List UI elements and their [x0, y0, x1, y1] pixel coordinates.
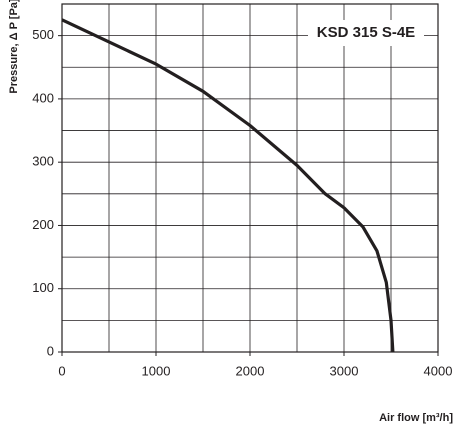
annotation-box — [308, 20, 424, 46]
y-tick-label: 500 — [32, 27, 54, 42]
x-tick-label: 2000 — [236, 363, 265, 378]
y-axis-label: Pressure, Δ P [Pa] — [8, 0, 20, 94]
curve — [61, 18, 395, 353]
x-tick-label: 3000 — [330, 363, 359, 378]
x-axis-label: Air flow [m³/h] — [379, 412, 453, 424]
y-tick-label: 300 — [32, 154, 54, 169]
x-tick-label: 0 — [58, 363, 65, 378]
y-tick-label: 200 — [32, 217, 54, 232]
y-tick-label: 400 — [32, 90, 54, 105]
y-tick-label: 0 — [47, 343, 54, 358]
y-tick-label: 100 — [32, 280, 54, 295]
annotation: KSD 315 S-4E — [317, 24, 415, 41]
x-tick-label: 1000 — [142, 363, 171, 378]
x-tick-label: 4000 — [424, 363, 453, 378]
